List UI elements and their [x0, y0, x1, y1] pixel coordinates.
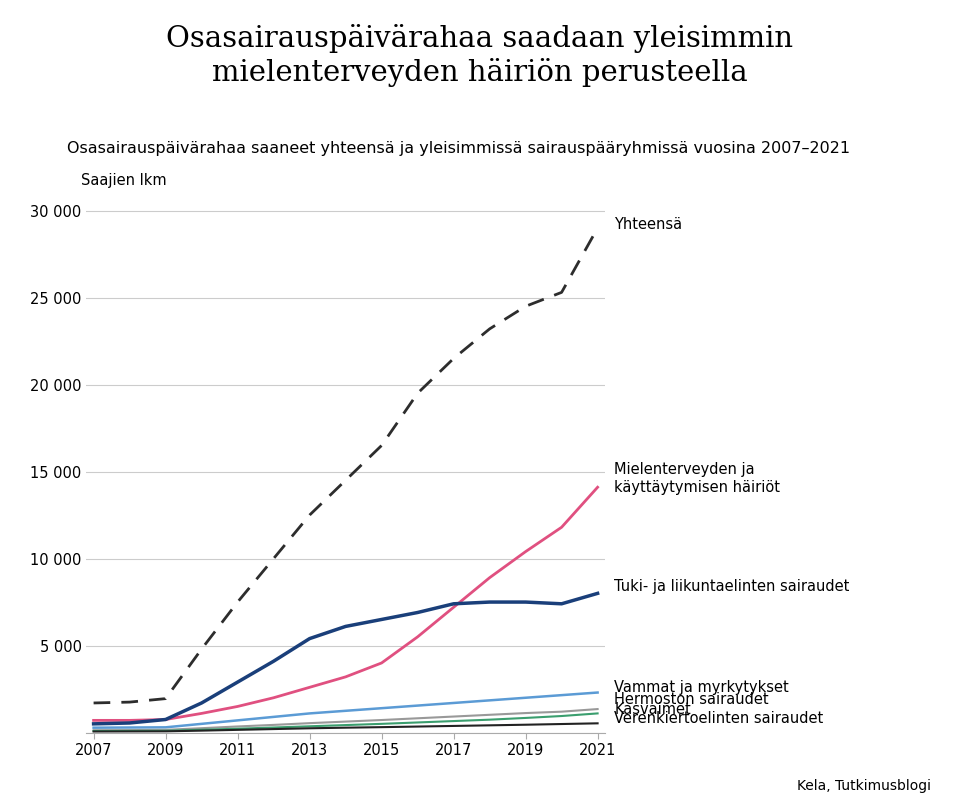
Text: Yhteensä: Yhteensä [614, 217, 683, 232]
Text: Vammat ja myrkytykset: Vammat ja myrkytykset [614, 679, 789, 695]
Text: Osasairauspäivärahaa saaneet yhteensä ja yleisimmissä sairauspääryhmissä vuosina: Osasairauspäivärahaa saaneet yhteensä ja… [67, 141, 851, 156]
Text: Kela, Tutkimusblogi: Kela, Tutkimusblogi [797, 779, 931, 793]
Text: Verenkiertoelinten sairaudet: Verenkiertoelinten sairaudet [614, 712, 824, 726]
Text: Osasairauspäivärahaa saadaan yleisimmin
mielenterveyden häiriön perusteella: Osasairauspäivärahaa saadaan yleisimmin … [166, 24, 794, 87]
Text: Mielenterveyden ja
käyttäytymisen häiriöt: Mielenterveyden ja käyttäytymisen häiriö… [614, 462, 780, 495]
Text: Hermoston sairaudet: Hermoston sairaudet [614, 692, 769, 707]
Text: Saajien lkm: Saajien lkm [82, 173, 167, 188]
Text: Kasvaimet: Kasvaimet [614, 702, 691, 716]
Text: Tuki- ja liikuntaelinten sairaudet: Tuki- ja liikuntaelinten sairaudet [614, 579, 850, 594]
